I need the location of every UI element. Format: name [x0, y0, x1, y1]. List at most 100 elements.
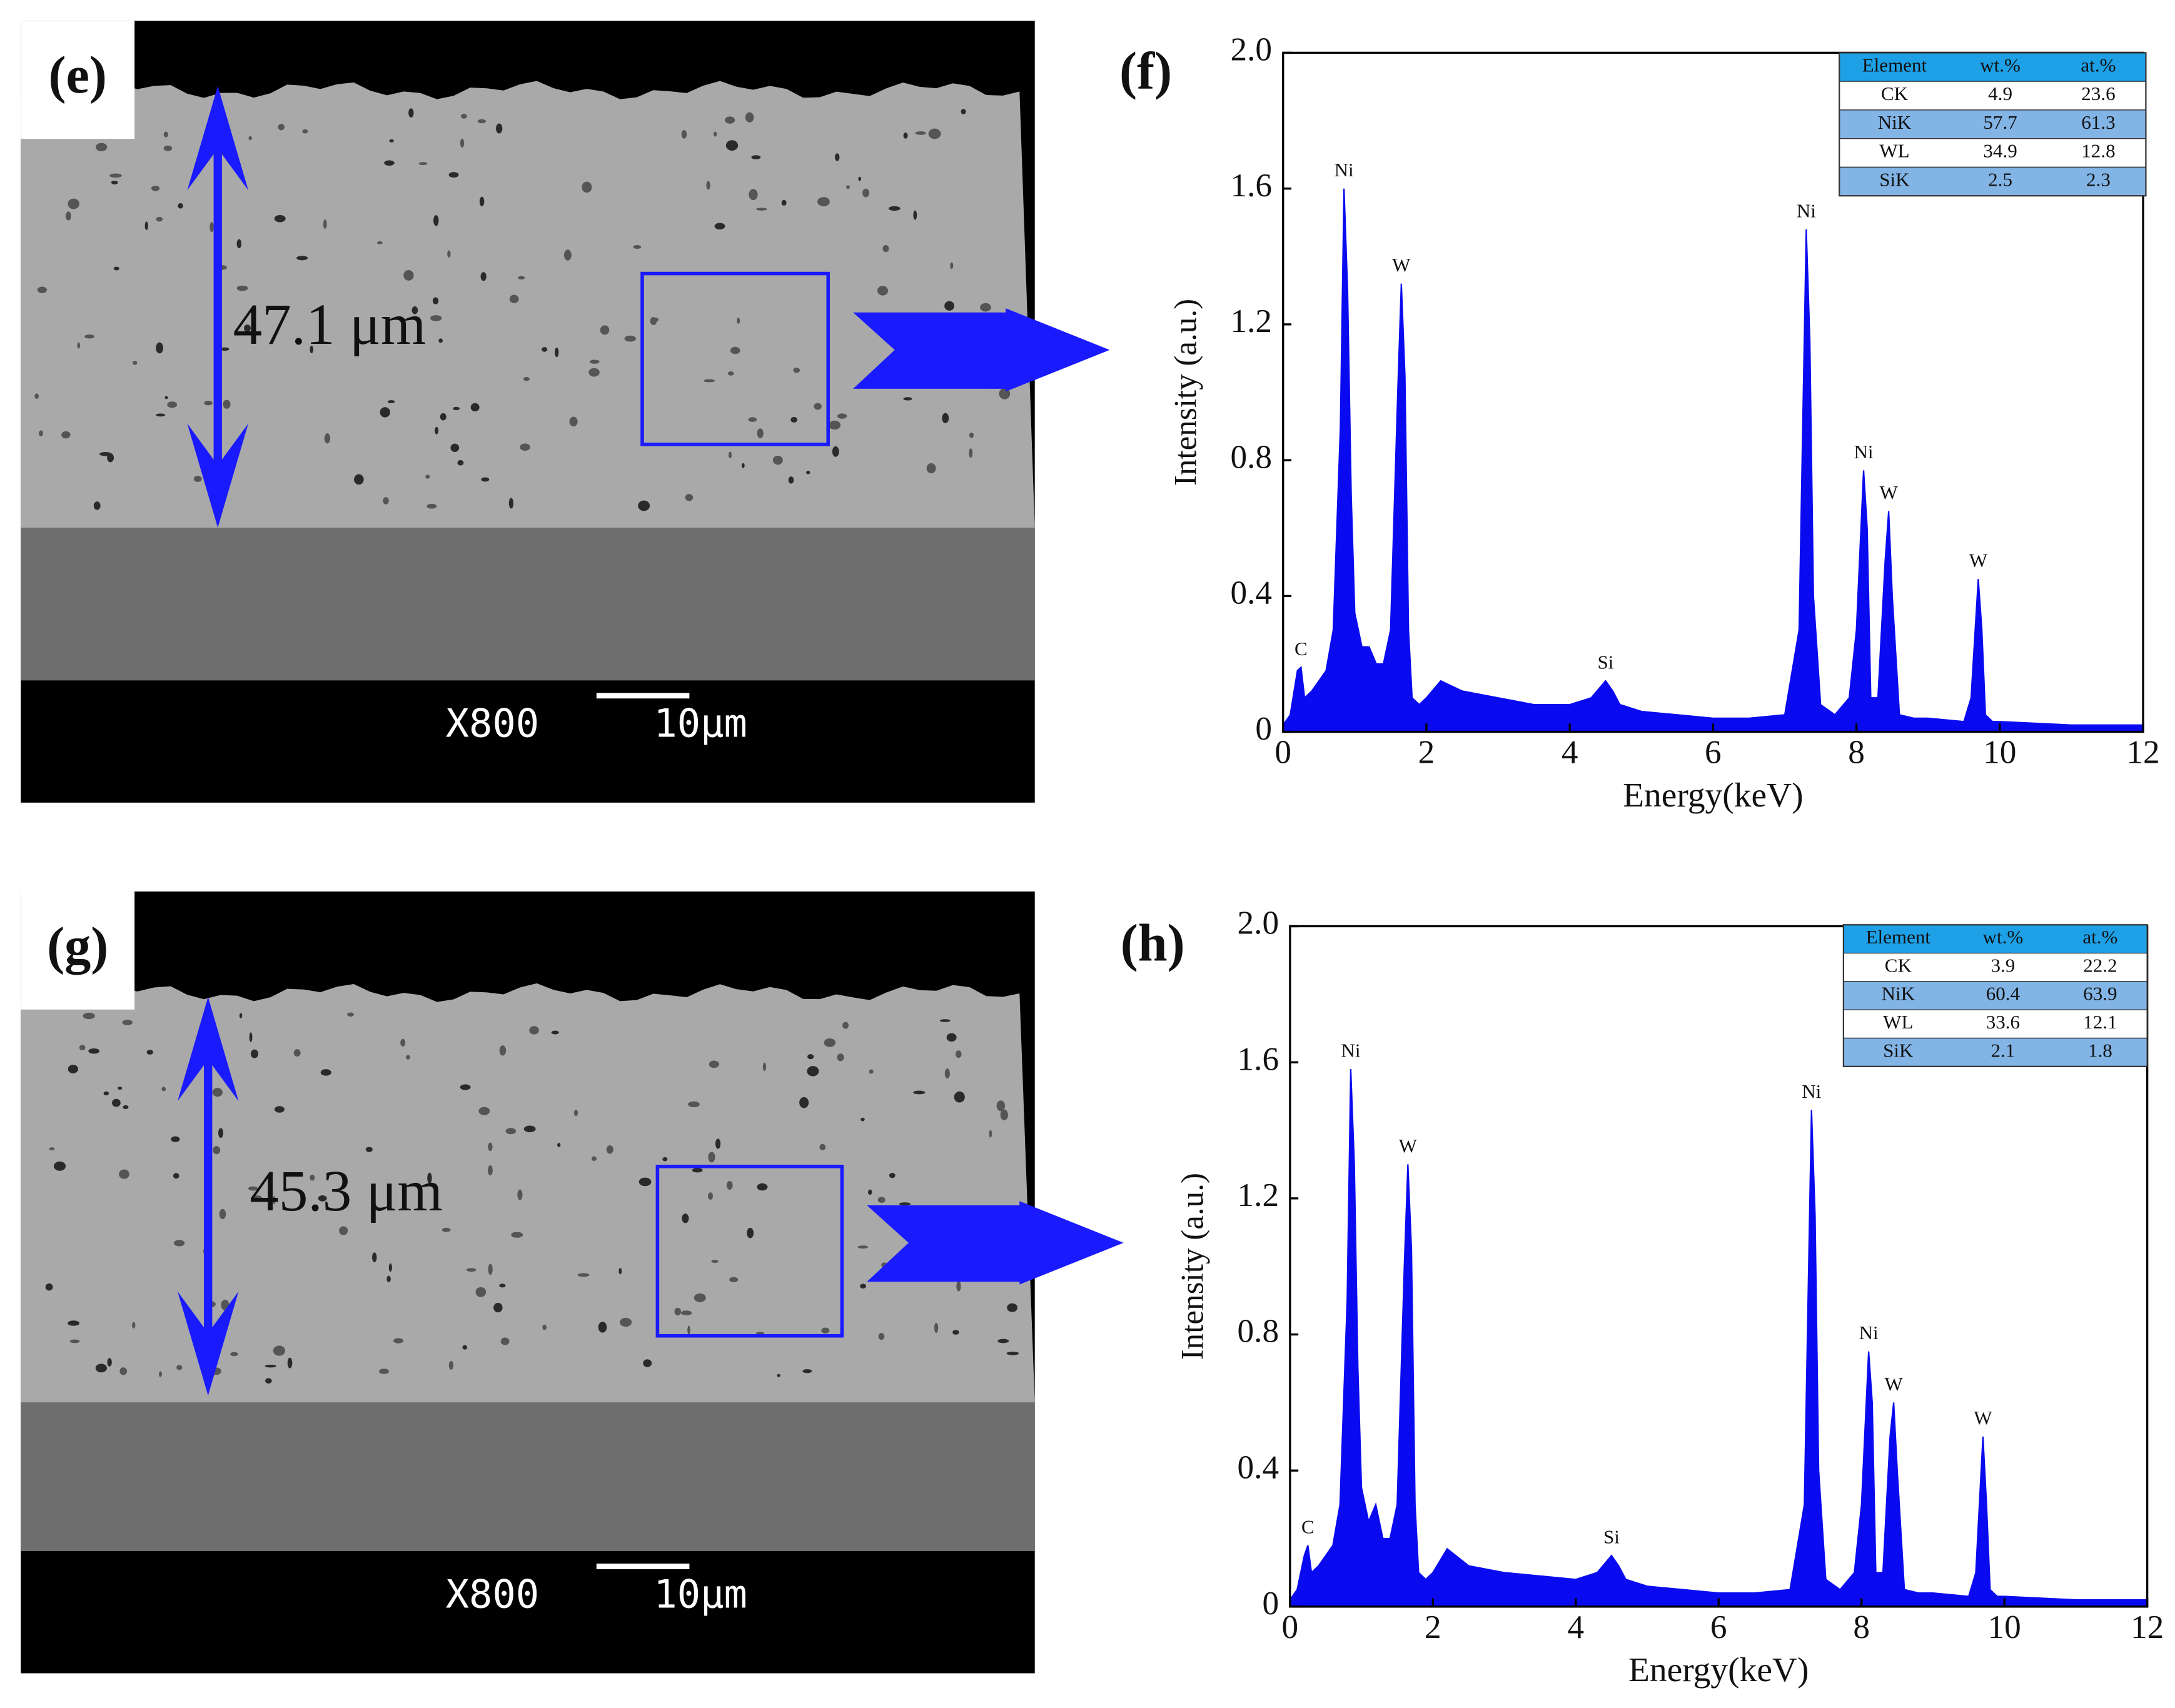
sem-pore	[220, 347, 230, 351]
sem-pore	[505, 1128, 517, 1135]
sem-pore	[499, 1284, 506, 1288]
x-tick-label: 4	[1562, 733, 1578, 770]
sem-pore	[877, 286, 889, 296]
sem-pore	[737, 318, 740, 324]
sem-pore	[926, 463, 936, 474]
sem-pore	[69, 1339, 80, 1344]
sem-pore	[858, 176, 861, 181]
sem-pore	[432, 297, 439, 304]
table-frame	[1839, 52, 2147, 197]
sem-pore	[638, 1177, 652, 1187]
sem-pore	[980, 303, 991, 312]
sem-pore	[488, 1263, 493, 1275]
y-tick-label: 0.8	[1238, 1313, 1279, 1350]
sem-pore	[777, 1374, 780, 1377]
peak-label: Ni	[1854, 441, 1874, 463]
sem-pore	[600, 325, 610, 335]
x-tick-label: 10	[1983, 733, 2016, 770]
sem-pore	[109, 173, 122, 178]
sem-pore	[714, 131, 717, 137]
sem-pore	[274, 214, 286, 223]
peak-label: W	[1974, 1407, 1992, 1429]
sem-pore	[790, 416, 798, 423]
sem-pore	[842, 1022, 849, 1029]
sem-pore	[915, 131, 926, 135]
sem-pore	[772, 455, 783, 465]
sem-pore	[727, 371, 734, 376]
sem-pore	[509, 294, 519, 304]
y-axis-label: Intensity (a.u.)	[1169, 299, 1204, 486]
sem-pore	[470, 403, 480, 412]
table-frame	[1842, 924, 2148, 1067]
y-tick-label: 1.6	[1238, 1040, 1279, 1077]
sem-pore	[223, 399, 231, 409]
sem-pore	[829, 420, 841, 430]
sem-pore	[244, 324, 251, 332]
sem-pore	[1007, 1303, 1017, 1312]
sem-pore	[857, 1245, 869, 1249]
sem-pore	[807, 1054, 814, 1060]
sem-pore	[384, 160, 395, 166]
magnification: X800	[446, 701, 540, 746]
sem-pore	[477, 119, 487, 124]
sem-pore	[708, 1152, 715, 1163]
sem-pore	[119, 1367, 128, 1375]
sem-pore	[164, 396, 168, 399]
sem-pore	[573, 1110, 578, 1117]
table-cell: SiK	[1879, 168, 1910, 190]
x-tick-label: 2	[1425, 1609, 1441, 1645]
sem-pore	[323, 219, 327, 229]
sem-pore	[488, 1165, 493, 1176]
sem-pore	[173, 1173, 179, 1179]
sem-pore	[386, 1275, 391, 1283]
sem-pore	[302, 129, 308, 134]
sem-pore	[725, 140, 739, 151]
sem-pore	[440, 413, 447, 421]
x-tick-label: 0	[1282, 1609, 1299, 1645]
sem-pore	[802, 1369, 812, 1374]
y-tick-label: 0.8	[1230, 438, 1272, 475]
sem-pore	[461, 113, 467, 119]
sem-pore	[508, 498, 514, 509]
sem-pore	[77, 342, 81, 349]
sem-pore	[107, 453, 114, 463]
sem-pore	[682, 1213, 689, 1223]
sem-pore	[1000, 1109, 1009, 1120]
sem-pore	[339, 1226, 348, 1235]
sem-substrate	[21, 1402, 1035, 1552]
sem-pore	[969, 432, 974, 438]
sem-pore	[113, 266, 119, 271]
thickness-arrow-head	[187, 86, 249, 191]
sem-pore	[845, 185, 850, 189]
sem-pore	[523, 1125, 536, 1133]
sem-pore	[709, 1060, 720, 1068]
x-axis-label: Energy(keV)	[1623, 776, 1803, 815]
thickness-label: 47.1 μm	[233, 293, 426, 357]
sem-pore	[171, 1136, 180, 1142]
sem-pore	[380, 407, 390, 418]
sem-pore	[681, 130, 687, 139]
peak-label: C	[1294, 638, 1308, 660]
sem-pore	[860, 1117, 865, 1122]
sem-pore	[955, 1050, 962, 1058]
sem-pore	[582, 181, 592, 193]
sem-pore	[163, 131, 168, 138]
sem-pore	[944, 301, 955, 311]
table-cell: 2.1	[1991, 1039, 2015, 1061]
sem-pore	[488, 1142, 493, 1152]
sem-pore	[694, 1293, 706, 1302]
panel-label: (e)	[48, 46, 107, 104]
sem-pore	[93, 501, 101, 510]
sem-pore	[749, 189, 758, 201]
sem-pore	[757, 428, 764, 438]
sem-pore	[961, 109, 966, 114]
table-cell: 1.8	[2088, 1039, 2112, 1061]
sem-pore	[68, 1065, 79, 1073]
table-row-bg	[1839, 109, 2147, 139]
sem-pore	[274, 1106, 285, 1113]
y-axis-label: Intensity (a.u.)	[1176, 1173, 1211, 1360]
thickness-arrow-head	[187, 423, 249, 528]
sem-pore	[167, 401, 178, 408]
sem-pore	[942, 413, 949, 423]
